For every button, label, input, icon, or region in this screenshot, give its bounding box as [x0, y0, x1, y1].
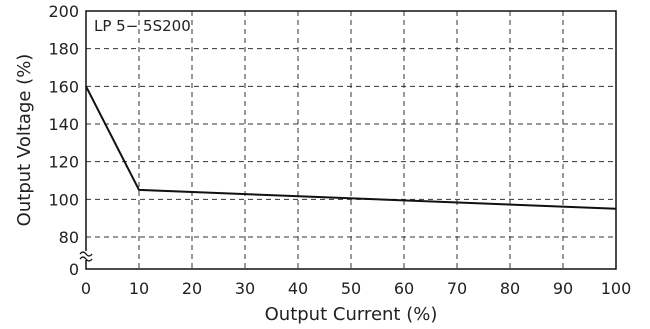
x-axis-title: Output Current (%)	[265, 304, 438, 325]
y-tick-label: 180	[48, 40, 79, 59]
x-tick-label: 30	[235, 279, 255, 298]
x-tick-label: 60	[394, 279, 414, 298]
y-tick-label: 200	[48, 2, 79, 21]
y-tick-label: 120	[48, 153, 79, 172]
axis-break-gap	[82, 251, 90, 260]
y-tick-label: 80	[59, 228, 79, 247]
series-line	[85, 85, 617, 210]
y-tick-labels: 0 80 100 120 140 160 180 200	[48, 2, 79, 279]
x-tick-labels: 0 10 20 30 40 50 60 70 80 90 100	[81, 279, 631, 298]
x-tick-label: 80	[500, 279, 520, 298]
x-tick-label: 20	[182, 279, 202, 298]
axis-break-wave	[79, 256, 93, 262]
x-tick-label: 70	[447, 279, 467, 298]
x-tick-label: 40	[288, 279, 308, 298]
y-tick-label: 100	[48, 190, 79, 209]
plot-frame	[85, 10, 617, 270]
x-tick-label: 0	[81, 279, 91, 298]
axis-break-mark	[79, 251, 93, 262]
x-tick-label: 10	[129, 279, 149, 298]
model-label: LP 5− 5S200	[94, 17, 191, 35]
axis-break-wave	[79, 251, 93, 257]
y-tick-label: 140	[48, 115, 79, 134]
y-tick-label: 0	[69, 260, 79, 279]
y-axis-title: Output Voltage (%)	[14, 54, 35, 227]
x-tick-label: 100	[601, 279, 632, 298]
series-layer	[85, 85, 617, 210]
x-tick-label: 50	[341, 279, 361, 298]
y-tick-label: 160	[48, 77, 79, 96]
grid-lines	[86, 11, 616, 269]
x-tick-label: 90	[553, 279, 573, 298]
